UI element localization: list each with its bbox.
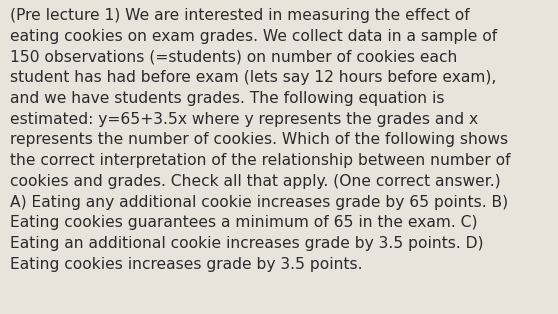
Text: (Pre lecture 1) We are interested in measuring the effect of
eating cookies on e: (Pre lecture 1) We are interested in mea… xyxy=(10,8,511,272)
